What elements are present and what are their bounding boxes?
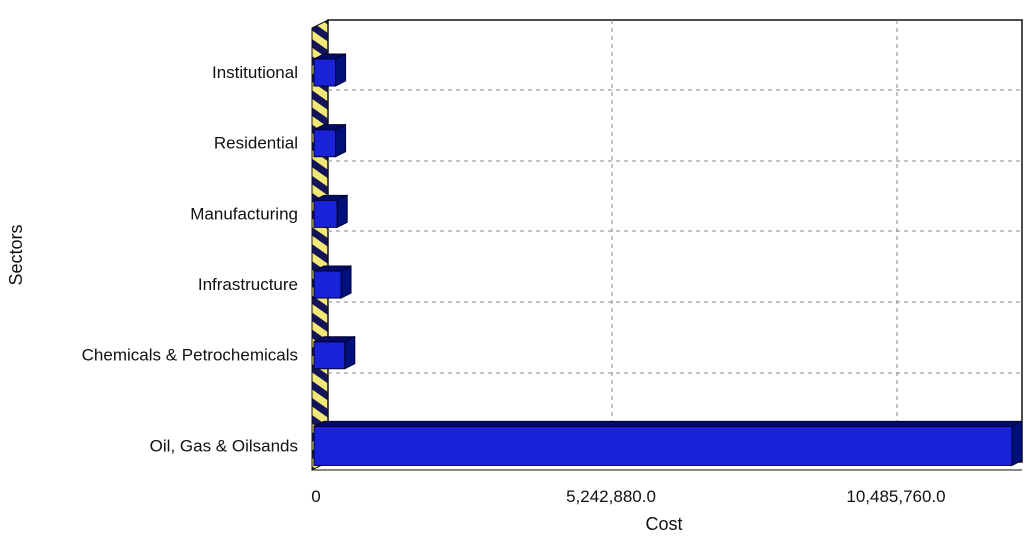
x-axis-title: Cost (645, 514, 682, 534)
category-label: Manufacturing (190, 204, 298, 223)
bar-top-6 (313, 420, 1023, 427)
side-wall (311, 19, 329, 471)
y-axis-title: Sectors (6, 224, 26, 285)
bar-side-5 (344, 335, 356, 370)
x-tick-label: 10,485,760.0 (846, 487, 945, 506)
bar-4 (313, 270, 342, 299)
category-label: Oil, Gas & Oilsands (150, 436, 298, 455)
bar-side-3 (336, 194, 348, 229)
plot-frame (327, 19, 1023, 463)
category-label: Institutional (212, 63, 298, 82)
bar-6 (313, 425, 1013, 466)
x-tick-label: 5,242,880.0 (566, 487, 656, 506)
bar-1 (313, 58, 337, 87)
category-label: Chemicals & Petrochemicals (82, 346, 298, 365)
bar-3 (313, 199, 338, 228)
bar-side-2 (335, 123, 347, 158)
x-tick-label: 0 (311, 487, 320, 506)
bar-side-4 (340, 265, 352, 299)
category-label: Infrastructure (198, 275, 298, 294)
bar-5 (313, 341, 346, 370)
bar-side-1 (335, 53, 347, 87)
bar-side-6 (1011, 420, 1023, 467)
category-label: Residential (214, 134, 298, 153)
bar-2 (313, 129, 337, 158)
